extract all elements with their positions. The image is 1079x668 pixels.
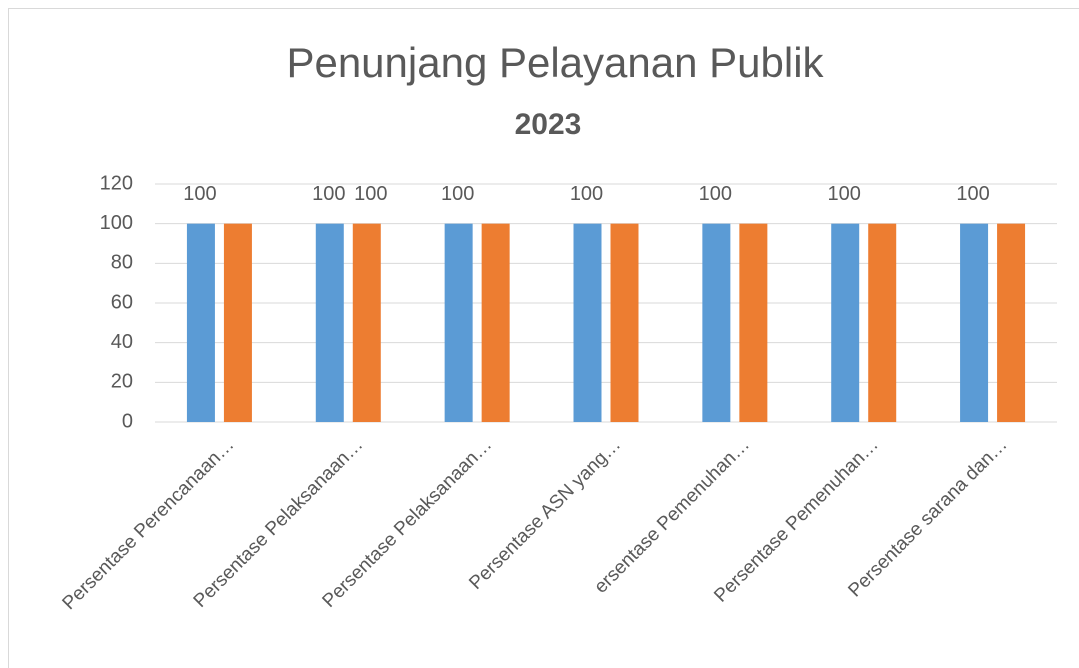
bar [702,223,731,422]
data-label: 100 [828,183,861,205]
data-label: 100 [570,183,603,205]
data-label: 100 [699,183,732,205]
bar [868,223,897,422]
bar [481,223,510,422]
bar [444,223,473,422]
bar [610,223,639,422]
data-label: 100 [354,183,387,205]
y-tick-label: 20 [111,371,133,393]
bar [223,223,252,422]
bar [352,223,381,422]
y-tick-label: 80 [111,252,133,274]
y-tick-label: 0 [122,410,133,432]
bar [831,223,860,422]
y-tick-label: 100 [100,212,133,234]
data-label: 100 [183,183,216,205]
chart-title: Penunjang Pelayanan Publik [286,39,824,86]
bar [573,223,602,422]
chart-subtitle: 2023 [515,108,582,141]
bar [739,223,768,422]
data-label: 100 [441,183,474,205]
y-tick-label: 120 [100,172,133,194]
y-tick-label: 60 [111,291,133,313]
bar [997,223,1026,422]
data-label: 100 [312,183,345,205]
y-tick-label: 40 [111,331,133,353]
bar [960,223,989,422]
chart-frame [8,8,1079,668]
data-label: 100 [956,183,989,205]
bar [315,223,344,422]
bar [186,223,215,422]
